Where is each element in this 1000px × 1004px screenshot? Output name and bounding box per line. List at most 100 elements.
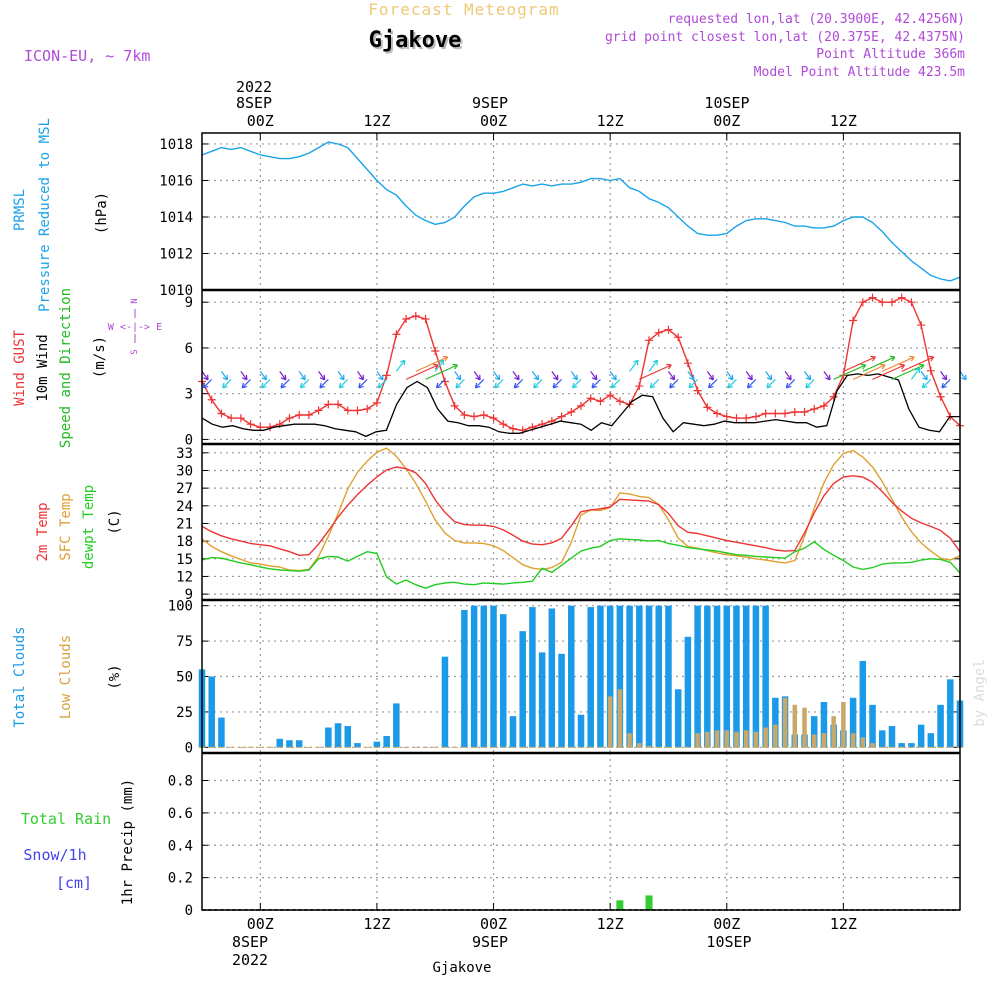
wind-direction-arrowhead bbox=[889, 355, 896, 362]
wind-direction-arrow bbox=[920, 371, 928, 381]
credit-watermark: by Angel bbox=[972, 659, 988, 726]
gust-marker bbox=[858, 298, 867, 307]
wind-direction-arrowhead bbox=[433, 363, 439, 370]
wind-direction-arrowhead bbox=[261, 382, 267, 389]
wind-direction-arrowhead bbox=[435, 382, 442, 389]
clouds-panel: 0 25 50 75 100 bbox=[168, 599, 964, 756]
gust-marker bbox=[683, 359, 692, 368]
gust-marker bbox=[567, 407, 576, 416]
total-cloud-bar bbox=[937, 704, 944, 748]
precip-ytick-label: 0.4 bbox=[168, 838, 193, 854]
precip-label-rain: Total Rain bbox=[21, 810, 111, 828]
gust-marker bbox=[878, 298, 887, 307]
total-cloud-bar bbox=[888, 726, 896, 748]
low-cloud-bar bbox=[753, 731, 759, 748]
wind-direction-arrowhead bbox=[611, 374, 617, 381]
gust-marker bbox=[887, 298, 896, 307]
temperature-ytick-label: 27 bbox=[176, 481, 193, 497]
wind-direction-arrowhead bbox=[261, 374, 267, 381]
wind-direction-arrowhead bbox=[377, 382, 384, 389]
gust-marker bbox=[421, 314, 430, 323]
wind-direction-arrowhead bbox=[203, 374, 209, 381]
gust-marker bbox=[907, 298, 916, 307]
rain-bar bbox=[645, 895, 653, 910]
temp-label-dewpt: dewpt Temp bbox=[81, 485, 97, 569]
compass-west-east: W <-|-> E bbox=[108, 322, 162, 333]
wind-direction-arrow bbox=[726, 371, 734, 381]
low-cloud-bar bbox=[714, 730, 720, 748]
total-cloud-bar bbox=[529, 607, 536, 748]
top-hour-label: 00Z bbox=[247, 112, 274, 130]
wind-direction-arrowhead bbox=[591, 382, 598, 389]
total-cloud-bar bbox=[879, 730, 886, 748]
low-cloud-bar bbox=[705, 731, 710, 748]
gust-marker bbox=[304, 411, 313, 420]
total-cloud-bar bbox=[626, 605, 633, 748]
total-cloud-bar bbox=[810, 716, 818, 748]
precip-unit: 1hr Precip (mm) bbox=[120, 779, 136, 905]
wind-direction-arrow bbox=[494, 378, 504, 389]
wind-direction-arrow bbox=[474, 378, 485, 389]
bottom-date-10sep: 10SEP bbox=[706, 933, 751, 951]
wind-direction-arrow bbox=[843, 356, 876, 372]
wind-ytick-label: 6 bbox=[185, 341, 193, 357]
clouds-ytick-label: 75 bbox=[176, 634, 193, 650]
outer-frame bbox=[201, 132, 961, 911]
low-cloud-bar bbox=[637, 743, 642, 748]
wind-direction-arrowhead bbox=[746, 382, 753, 389]
requested-lonlat: requested lon,lat (20.3900E, 42.4256N) bbox=[668, 12, 965, 27]
wind10-line bbox=[201, 373, 960, 438]
top-date-10sep: 10SEP bbox=[704, 94, 749, 112]
wind-direction-arrow bbox=[455, 378, 465, 389]
wind-direction-arrowhead bbox=[475, 374, 481, 381]
total-cloud-bar bbox=[325, 727, 332, 748]
wind-direction-arrowhead bbox=[339, 374, 345, 381]
bottom-hour-label: 00Z bbox=[713, 915, 740, 933]
temperature-ytick-label: 12 bbox=[176, 569, 193, 585]
gust-marker bbox=[819, 401, 828, 410]
wind-direction-arrowhead bbox=[909, 355, 915, 362]
wind-ytick-label: 3 bbox=[185, 387, 193, 403]
wind-direction-arrow bbox=[473, 371, 481, 381]
precip-panel: 0 0.2 0.4 0.6 0.8 bbox=[168, 753, 960, 919]
wind-direction-arrowhead bbox=[553, 374, 559, 381]
sfc-temp-line bbox=[201, 447, 961, 572]
wind-direction-arrowhead bbox=[922, 374, 928, 381]
total-cloud-bar bbox=[733, 605, 740, 748]
bottom-hour-label: 12Z bbox=[363, 915, 390, 933]
low-cloud-bar bbox=[782, 697, 788, 748]
wind-direction-arrow bbox=[629, 359, 639, 372]
gust-marker bbox=[926, 366, 935, 375]
wind-direction-arrow bbox=[356, 371, 364, 381]
wind-direction-arrow bbox=[434, 359, 445, 372]
gust-marker bbox=[489, 414, 498, 423]
total-cloud-bar bbox=[684, 636, 692, 748]
gust-marker bbox=[207, 395, 216, 404]
gust-marker bbox=[742, 414, 751, 423]
gust-marker bbox=[402, 314, 411, 323]
total-cloud-bar bbox=[752, 605, 760, 748]
total-cloud-bar bbox=[742, 605, 750, 748]
wind-direction-arrow bbox=[611, 378, 621, 389]
precip-label-cm: [cm] bbox=[56, 874, 92, 892]
wind-direction-arrow bbox=[941, 378, 951, 389]
top-hour-label: 00Z bbox=[713, 112, 740, 130]
gust-marker bbox=[596, 397, 605, 406]
temp-label-2m: 2m Temp bbox=[35, 502, 51, 561]
wind-direction-arrow bbox=[533, 378, 543, 389]
temperature-ytick-label: 18 bbox=[176, 534, 193, 550]
wind-direction-arrowhead bbox=[242, 374, 248, 381]
gust-marker bbox=[353, 406, 362, 415]
total-cloud-bar bbox=[694, 605, 701, 748]
wind-direction-arrowhead bbox=[689, 374, 695, 381]
rain-bar bbox=[616, 900, 624, 910]
wind-direction-arrow bbox=[512, 371, 520, 381]
bottom-hour-label: 00Z bbox=[480, 915, 507, 933]
total-cloud-bar bbox=[218, 717, 225, 748]
gust-marker bbox=[460, 411, 469, 420]
total-cloud-bar bbox=[772, 697, 779, 748]
low-cloud-bar bbox=[607, 696, 613, 748]
gust-marker bbox=[431, 346, 440, 355]
low-cloud-bar bbox=[850, 733, 856, 748]
total-cloud-bar bbox=[208, 676, 215, 748]
